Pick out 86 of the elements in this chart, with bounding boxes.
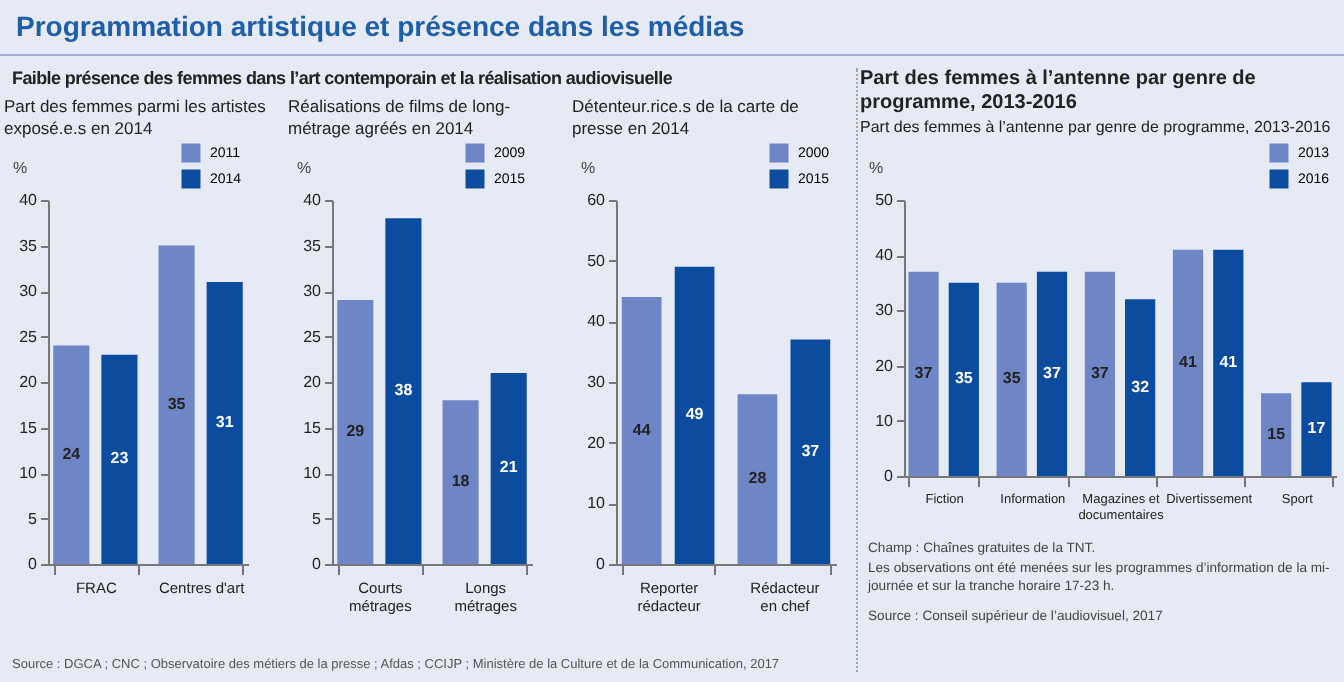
bar — [1213, 249, 1244, 476]
data-label: 38 — [394, 381, 414, 400]
y-tick-label: 15 — [19, 418, 39, 437]
data-label: 41 — [1219, 352, 1239, 371]
data-label: 29 — [346, 422, 366, 441]
data-label: 24 — [62, 444, 82, 463]
data-label: 35 — [954, 369, 974, 388]
bar — [206, 281, 243, 564]
data-label: 15 — [1267, 424, 1287, 443]
bar — [996, 282, 1027, 476]
bar — [1172, 249, 1204, 476]
y-tick-label: 10 — [19, 464, 39, 482]
chart-subtitle: Part des femmes à l’antenne par genre de programme, 2013-2016 — [860, 116, 1333, 140]
data-label: 44 — [632, 420, 652, 439]
bar — [737, 394, 778, 564]
y-tick-label: 10 — [587, 494, 607, 513]
y-tick-label: 20 — [303, 373, 323, 391]
data-label: 18 — [451, 472, 471, 491]
y-tick-label: 20 — [587, 433, 607, 452]
bar — [385, 218, 422, 564]
y-tick-label: 40 — [875, 246, 895, 265]
data-label: 23 — [110, 449, 130, 468]
data-label: 37 — [1090, 363, 1110, 382]
chart-title: Part des femmes à l’antenne par genre de programme, 2013-2016 — [860, 68, 1258, 116]
text: Faible présence des femmes dans l’art contemporain et la réalisation audiovisuelle — [12, 68, 673, 88]
chart-subtitle: Réalisations de films de long-métrage agréés en 2014 — [288, 96, 513, 140]
bar — [490, 372, 527, 564]
y-tick-label: 20 — [19, 373, 39, 391]
bar — [1084, 271, 1115, 476]
bar — [158, 245, 195, 564]
y-tick-label: 30 — [587, 373, 607, 391]
y-tick-label: 50 — [875, 191, 895, 209]
data-label: 35 — [1002, 369, 1022, 388]
y-tick-label: 20 — [875, 356, 895, 375]
y-tick-label: 10 — [303, 464, 323, 482]
y-tick-label: 30 — [19, 282, 39, 300]
y-tick-label: 25 — [303, 327, 323, 346]
bar — [1261, 393, 1292, 476]
bar — [442, 400, 479, 564]
y-tick-label: 0 — [596, 555, 607, 573]
y-tick-label: 35 — [19, 236, 39, 255]
y-tick-label: 40 — [303, 191, 323, 209]
y-tick-label: 40 — [587, 312, 607, 331]
y-axis-title: % — [869, 159, 884, 177]
y-axis-title: % — [297, 159, 312, 177]
data-label: 37 — [1043, 363, 1062, 382]
chart-subtitle: Part des femmes parmi les artistes exposé.e.s en 2014 — [4, 96, 268, 140]
data-label: 31 — [215, 412, 235, 431]
data-label: 41 — [1179, 352, 1198, 371]
bar — [790, 339, 831, 564]
y-tick-label: 0 — [312, 555, 323, 573]
data-label: 17 — [1307, 419, 1327, 438]
y-axis-title: % — [13, 159, 28, 177]
bar — [337, 300, 374, 564]
bar — [948, 282, 979, 476]
y-tick-label: 15 — [303, 418, 323, 437]
bar — [621, 297, 662, 564]
bar — [53, 345, 90, 564]
data-label: 21 — [499, 458, 519, 477]
y-tick-label: 60 — [587, 191, 607, 209]
y-tick-label: 5 — [28, 509, 39, 528]
y-tick-label: 35 — [303, 236, 323, 255]
bar — [1036, 271, 1068, 476]
y-tick-label: 30 — [303, 282, 323, 300]
y-tick-label: 40 — [19, 191, 39, 209]
data-label: 37 — [914, 363, 934, 382]
data-label: 37 — [801, 441, 821, 460]
y-axis-title: % — [581, 159, 596, 177]
data-label: 32 — [1131, 377, 1151, 396]
y-tick-label: 10 — [875, 411, 895, 430]
text: Programmation artistique et présence dans les médias — [16, 10, 745, 42]
chart-subtitle: Détenteur.rice.s de la carte de presse en 2014 — [572, 96, 801, 140]
y-tick-label: 50 — [587, 251, 607, 270]
y-tick-label: 25 — [19, 327, 39, 346]
y-tick-label: 0 — [28, 555, 39, 573]
y-tick-label: 30 — [875, 301, 895, 320]
bar — [1125, 299, 1156, 476]
y-tick-label: 5 — [312, 509, 323, 528]
data-label: 28 — [748, 469, 768, 488]
bar — [101, 354, 138, 564]
data-label: 35 — [167, 394, 187, 413]
y-tick-label: 0 — [884, 467, 895, 485]
data-label: 49 — [685, 405, 705, 424]
bar — [674, 266, 715, 564]
bar — [1301, 382, 1332, 476]
bar — [908, 271, 939, 476]
